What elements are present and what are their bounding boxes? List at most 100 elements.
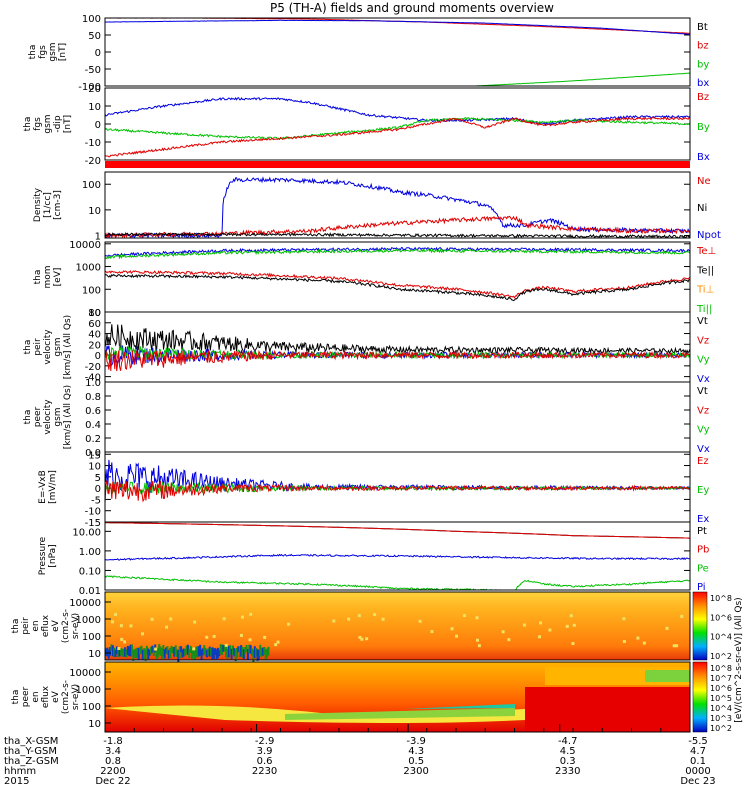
spectrogram-texture-pixel: [538, 621, 542, 625]
spectrogram-low-energy-pixel: [122, 649, 125, 657]
spectrogram-low-energy-pixel: [159, 646, 162, 656]
y-axis-label: [km/s] (All Qs): [63, 315, 73, 379]
spectrogram-low-energy-pixel: [184, 648, 187, 657]
y-tick-label: 60: [88, 319, 101, 330]
spectrogram-low-energy-pixel: [125, 649, 128, 658]
spectrogram-low-energy-pixel: [214, 648, 217, 655]
spectrogram-low-energy-pixel: [107, 649, 110, 659]
spectrogram-low-energy-pixel: [117, 649, 120, 658]
y-tick-label: 100: [82, 632, 101, 643]
x-axis-label: hhmm: [4, 766, 36, 777]
ephemeris-value: 0.3: [560, 756, 576, 767]
spectrogram-texture-pixel: [154, 647, 158, 651]
y-axis-label: (cm2-s-: [61, 680, 71, 714]
y-tick-label: -40: [85, 373, 101, 384]
legend-entry: Te⊥: [696, 246, 716, 257]
spectrogram-low-energy-pixel: [253, 646, 256, 658]
spectrogram-low-energy-pixel: [182, 648, 185, 657]
ephemeris-value: 3.9: [257, 746, 273, 757]
spectrogram-low-energy-pixel: [215, 649, 218, 660]
y-tick-label: 0: [95, 351, 101, 362]
spectrogram-texture-pixel: [249, 612, 253, 616]
y-axis-label: gsm: [53, 337, 63, 356]
spectrogram-texture-pixel: [358, 635, 362, 639]
y-tick-label: 1: [95, 232, 101, 243]
spectrogram-low-energy-pixel: [181, 649, 184, 658]
legend-entry: Vy: [697, 355, 710, 366]
series-bz-line: [105, 18, 690, 34]
colorbar-tick-label: 10^2: [710, 652, 732, 661]
spectrogram-low-energy-pixel: [238, 646, 241, 658]
spectrogram-low-energy-pixel: [200, 649, 203, 661]
y-axis-label: peir: [33, 338, 43, 356]
spectrogram-low-energy-pixel: [231, 645, 234, 656]
spectrogram-texture-pixel: [373, 613, 377, 617]
spectrogram-low-energy-pixel: [128, 646, 131, 657]
y-axis-label: eV: [51, 619, 61, 632]
spectrogram-low-energy-pixel: [266, 648, 269, 658]
spectrogram-texture-pixel: [462, 614, 466, 618]
spectrogram-low-energy-pixel: [259, 644, 262, 657]
colorbar-tick-label: 10^6: [710, 684, 732, 693]
spectrogram-low-energy-pixel: [230, 648, 233, 660]
spectrogram-texture-pixel: [360, 637, 364, 641]
y-axis-label: peer: [33, 406, 43, 427]
legend-entry: Ex: [697, 514, 709, 525]
y-tick-label: 100: [82, 180, 101, 191]
colorbar-tick-label: 10^8: [710, 664, 732, 673]
y-axis-label: mom: [43, 265, 53, 288]
y-tick-label: 100: [82, 285, 101, 296]
spectrogram-low-energy-pixel: [227, 645, 230, 658]
spectrogram-low-energy-pixel: [136, 647, 139, 658]
series-te||-line: [105, 273, 690, 302]
spectrogram-low-energy-pixel: [132, 649, 135, 661]
y-axis-label: en: [31, 620, 41, 631]
spectrogram-low-energy-pixel: [248, 644, 251, 654]
spectrogram-low-energy-pixel: [245, 644, 248, 652]
spectrogram-low-energy-pixel: [114, 649, 117, 658]
spectrogram-texture-pixel: [248, 638, 252, 642]
ephemeris-value: 4.5: [560, 746, 576, 757]
colorbar-tick-label: 10^8: [710, 594, 732, 603]
spectrogram-texture-pixel: [522, 623, 526, 627]
series-pi-line: [105, 553, 690, 561]
spectrogram-low-energy-pixel: [210, 647, 213, 656]
y-tick-label: 1.0: [85, 378, 101, 389]
x-date-label: Dec 23: [680, 776, 715, 787]
spectrogram-low-energy-pixel: [145, 645, 148, 655]
legend-entry: Pt: [697, 526, 707, 537]
y-axis-label: Pressure: [38, 536, 48, 575]
spectrogram-low-energy-pixel: [155, 649, 158, 660]
colorbar-tick-label: 10^4: [710, 704, 732, 713]
ephemeris-value: -1.8: [103, 736, 123, 747]
spectrogram-low-energy-pixel: [244, 646, 247, 655]
legend-entry: Vy: [697, 425, 710, 436]
spectrogram-low-energy-pixel: [151, 645, 154, 653]
spectrogram-low-energy-pixel: [111, 645, 114, 657]
ephemeris-value: 3.4: [105, 746, 121, 757]
spectrogram-texture-pixel: [274, 643, 278, 647]
y-tick-label: 10000: [69, 598, 101, 609]
spectrogram-texture-pixel: [565, 624, 569, 628]
spectrogram-texture-pixel: [114, 612, 118, 616]
legend-entry: Bt: [697, 22, 708, 33]
legend-entry: Vx: [697, 374, 710, 385]
spectrogram-texture-pixel: [642, 641, 646, 645]
legend-entry: Ne: [697, 176, 711, 187]
legend-entry: Bz: [697, 92, 709, 103]
legend-entry: by: [697, 59, 709, 70]
y-tick-label: -5: [91, 495, 101, 506]
y-tick-label: 1000: [76, 685, 101, 696]
y-tick-label: 10000: [69, 240, 101, 251]
spectrogram-low-energy-pixel: [256, 649, 259, 661]
spectrogram-low-energy-pixel: [177, 649, 180, 662]
y-tick-label: 100: [82, 702, 101, 713]
spectrogram-low-energy-pixel: [175, 649, 178, 657]
ephemeris-value: -5.5: [688, 736, 708, 747]
spectrogram-low-energy-pixel: [115, 646, 118, 655]
spectrogram-texture-pixel: [111, 620, 115, 624]
spectrogram-low-energy-pixel: [152, 646, 155, 657]
y-axis-label: -dip: [53, 115, 63, 132]
spectrogram-texture-pixel: [622, 640, 626, 644]
